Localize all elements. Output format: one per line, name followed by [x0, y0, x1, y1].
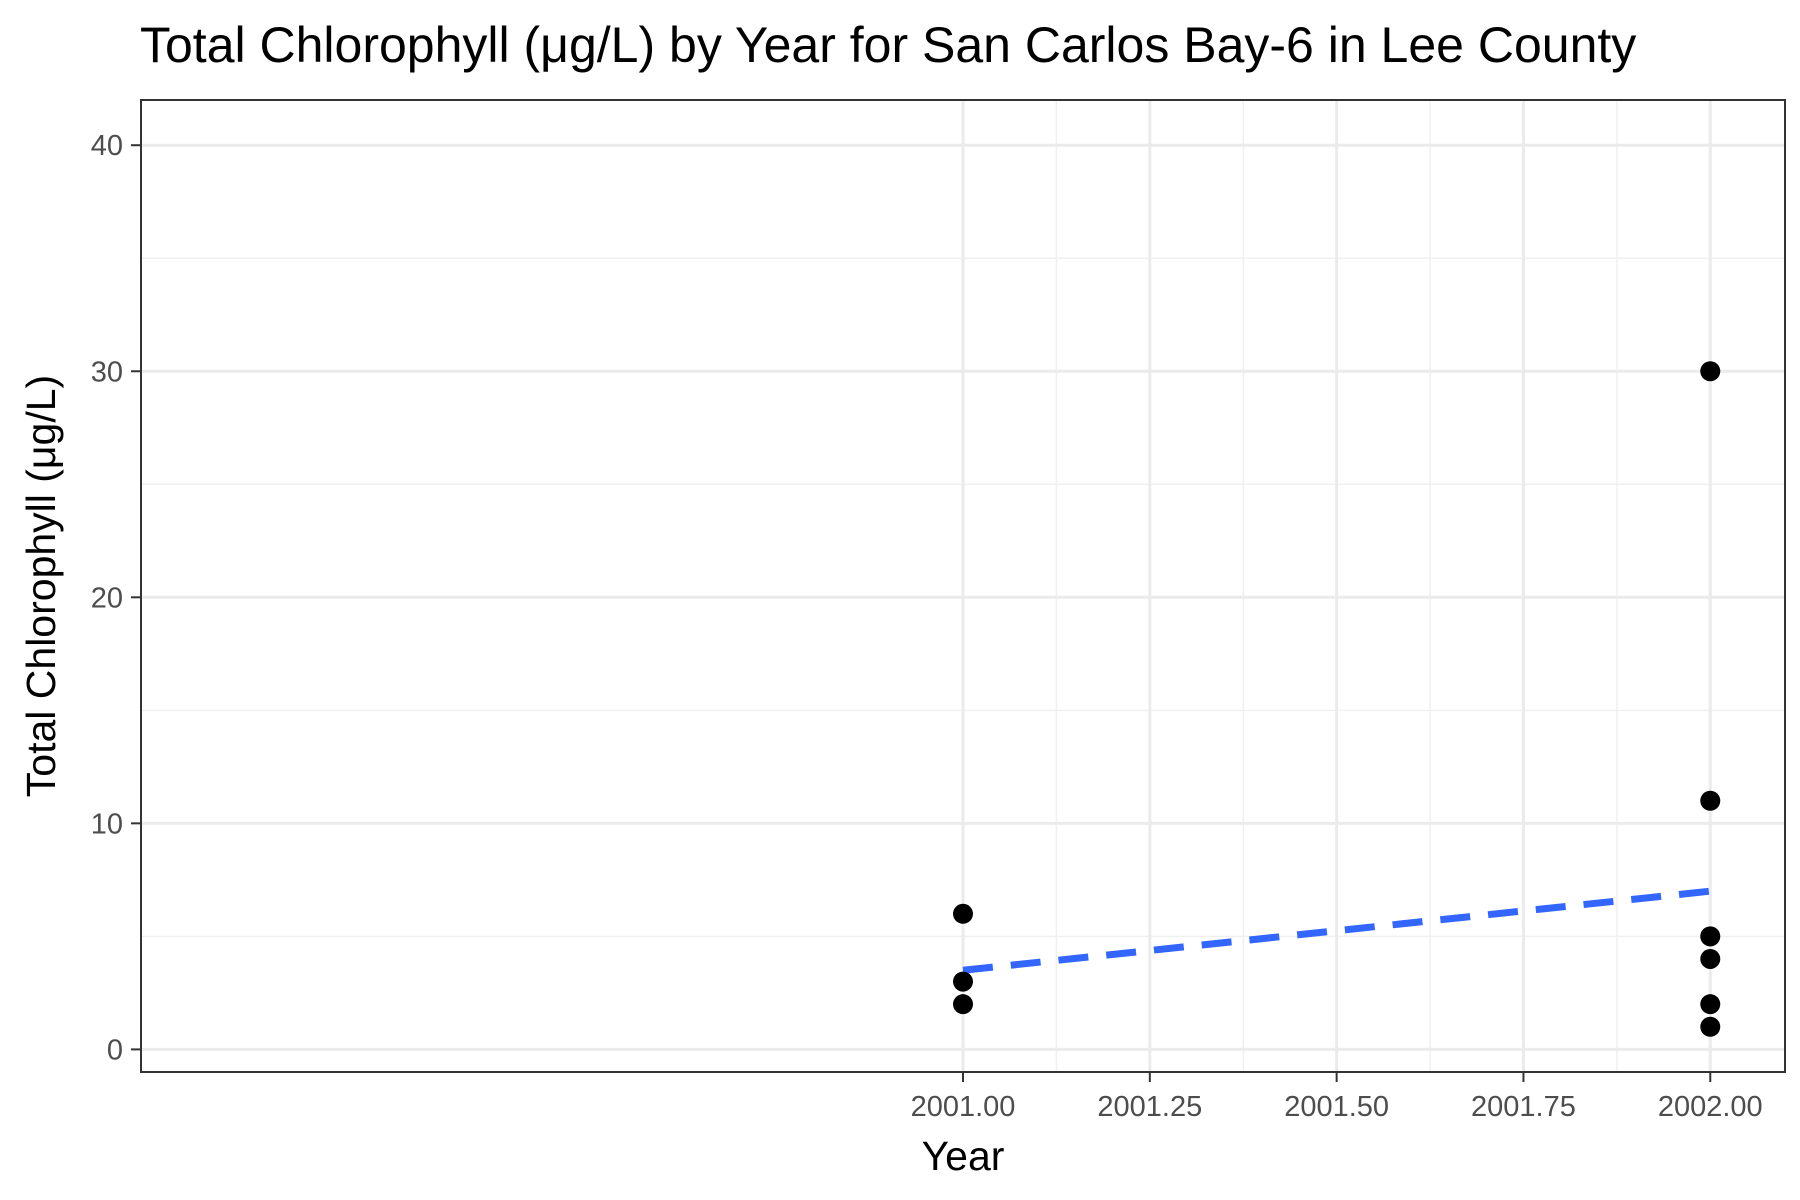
y-tick-label: 40	[91, 130, 123, 162]
y-tick-label: 10	[91, 808, 123, 840]
data-point	[1700, 790, 1721, 811]
y-tick-label: 30	[91, 356, 123, 388]
data-point	[953, 903, 973, 924]
data-point	[1700, 1016, 1721, 1037]
y-tick-label: 20	[91, 582, 123, 614]
data-point	[953, 994, 973, 1015]
trend-layer	[962, 887, 1711, 974]
data-point	[1700, 994, 1721, 1015]
x-tick-label: 2001.50	[1284, 1091, 1389, 1123]
x-axis-label: Year	[922, 1133, 1005, 1179]
data-point	[1700, 361, 1721, 382]
x-tick-label: 2002.00	[1658, 1091, 1763, 1123]
x-tick-label: 2001.75	[1471, 1091, 1576, 1123]
data-point	[1700, 926, 1721, 947]
data-point	[953, 971, 973, 992]
ticks-layer: 2001.00 2001.25 2001.50 2001.75 2002.00 0 10 20…	[91, 130, 1763, 1123]
y-tick-label: 0	[107, 1034, 123, 1066]
trend-line	[962, 887, 1711, 974]
x-tick-label: 2001.00	[911, 1091, 1016, 1123]
points-layer	[953, 361, 1721, 1037]
chart-title: Total Chlorophyll (μg/L) by Year for San…	[140, 17, 1636, 73]
grid-layer	[141, 100, 1785, 1072]
x-tick-label: 2001.25	[1097, 1091, 1202, 1123]
y-axis-label: Total Chlorophyll (μg/L)	[18, 375, 64, 797]
data-point	[1700, 948, 1721, 969]
